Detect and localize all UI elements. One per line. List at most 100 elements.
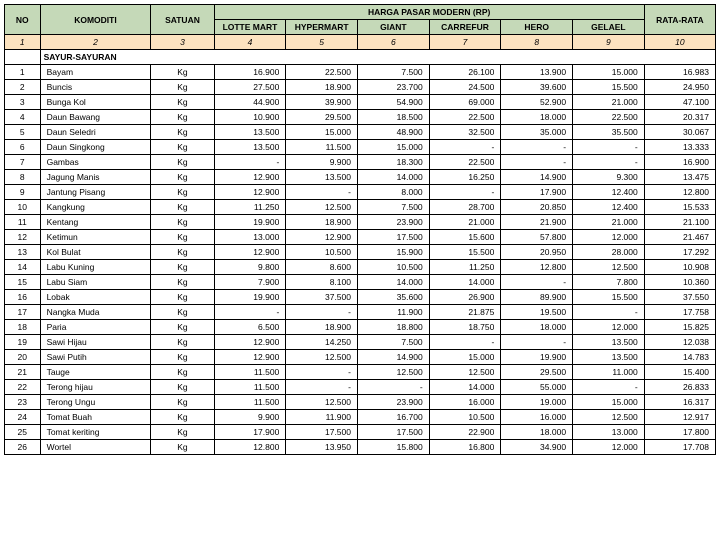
cell-satuan: Kg (151, 290, 214, 305)
cell-value: 16.250 (429, 170, 501, 185)
table-row: 21TaugeKg11.500-12.50012.50029.50011.000… (5, 365, 716, 380)
table-row: 1BayamKg16.90022.5007.50026.10013.90015.… (5, 65, 716, 80)
cell-value: - (214, 305, 286, 320)
table-row: 2BuncisKg27.50018.90023.70024.50039.6001… (5, 80, 716, 95)
cell-komoditi: Daun Singkong (40, 140, 151, 155)
cell-value: - (501, 275, 573, 290)
cell-komoditi: Labu Siam (40, 275, 151, 290)
cell-rata: 13.475 (644, 170, 715, 185)
cell-rata: 12.038 (644, 335, 715, 350)
cell-value: 6.500 (214, 320, 286, 335)
cell-value: 24.500 (429, 80, 501, 95)
cell-rata: 26.833 (644, 380, 715, 395)
cell-komoditi: Wortel (40, 440, 151, 455)
cell-no: 26 (5, 440, 41, 455)
cell-value: 48.900 (357, 125, 429, 140)
cell-value: 8.600 (286, 260, 358, 275)
cell-no: 9 (5, 185, 41, 200)
cell-value: 15.500 (573, 290, 645, 305)
numcell-7: 8 (501, 35, 573, 50)
cell-value: 22.500 (286, 65, 358, 80)
cell-komoditi: Tomat keriting (40, 425, 151, 440)
cell-satuan: Kg (151, 215, 214, 230)
cell-rata: 47.100 (644, 95, 715, 110)
cell-rata: 16.317 (644, 395, 715, 410)
cell-no: 14 (5, 260, 41, 275)
cell-value: - (501, 140, 573, 155)
col-rata: RATA-RATA (644, 5, 715, 35)
cell-value: 14.000 (357, 275, 429, 290)
cell-value: 15.900 (357, 245, 429, 260)
cell-rata: 17.800 (644, 425, 715, 440)
numcell-1: 2 (40, 35, 151, 50)
cell-value: 13.900 (501, 65, 573, 80)
cell-value: 11.250 (429, 260, 501, 275)
cell-value: 21.000 (429, 215, 501, 230)
table-row: 4Daun BawangKg10.90029.50018.50022.50018… (5, 110, 716, 125)
cell-komoditi: Labu Kuning (40, 260, 151, 275)
cell-no: 10 (5, 200, 41, 215)
cell-no: 1 (5, 65, 41, 80)
cell-value: 21.900 (501, 215, 573, 230)
cell-value: 7.800 (573, 275, 645, 290)
cell-value: 15.000 (573, 395, 645, 410)
cell-value: 19.000 (501, 395, 573, 410)
cell-no: 24 (5, 410, 41, 425)
table-row: 10KangkungKg11.25012.5007.50028.70020.85… (5, 200, 716, 215)
cell-value: 22.500 (429, 110, 501, 125)
cell-rata: 30.067 (644, 125, 715, 140)
table-row: 15Labu SiamKg7.9008.10014.00014.000-7.80… (5, 275, 716, 290)
table-row: 23Terong UnguKg11.50012.50023.90016.0001… (5, 395, 716, 410)
cell-value: 10.500 (429, 410, 501, 425)
numcell-0: 1 (5, 35, 41, 50)
cell-value: 18.900 (286, 215, 358, 230)
cell-rata: 16.983 (644, 65, 715, 80)
cell-value: - (357, 380, 429, 395)
cell-value: 12.900 (286, 230, 358, 245)
cell-value: 12.900 (214, 170, 286, 185)
price-table: NO KOMODITI SATUAN HARGA PASAR MODERN (R… (4, 4, 716, 455)
cell-value: 23.700 (357, 80, 429, 95)
cell-value: 15.600 (429, 230, 501, 245)
table-row: 22Terong hijauKg11.500--14.00055.000-26.… (5, 380, 716, 395)
table-row: 19Sawi HijauKg12.90014.2507.500--13.5001… (5, 335, 716, 350)
cell-value: 7.500 (357, 335, 429, 350)
cell-value: - (501, 155, 573, 170)
cell-value: 11.500 (214, 365, 286, 380)
cell-satuan: Kg (151, 155, 214, 170)
cell-value: 35.000 (501, 125, 573, 140)
cell-value: 10.500 (286, 245, 358, 260)
numcell-8: 9 (573, 35, 645, 50)
cell-rata: 20.317 (644, 110, 715, 125)
cell-rata: 37.550 (644, 290, 715, 305)
cell-value: - (214, 155, 286, 170)
cell-value: 12.400 (573, 185, 645, 200)
cell-no: 11 (5, 215, 41, 230)
cell-value: 13.500 (214, 125, 286, 140)
cell-no: 6 (5, 140, 41, 155)
cell-value: 18.750 (429, 320, 501, 335)
cell-value: 20.950 (501, 245, 573, 260)
cell-value: 34.900 (501, 440, 573, 455)
cell-satuan: Kg (151, 395, 214, 410)
cell-value: 35.600 (357, 290, 429, 305)
cell-value: 8.100 (286, 275, 358, 290)
cell-komoditi: Ketimun (40, 230, 151, 245)
col-market-1: HYPERMART (286, 20, 358, 35)
table-row: 6Daun SingkongKg13.50011.50015.000---13.… (5, 140, 716, 155)
cell-satuan: Kg (151, 140, 214, 155)
cell-value: - (286, 365, 358, 380)
cell-value: 15.000 (357, 140, 429, 155)
cell-rata: 15.533 (644, 200, 715, 215)
cell-value: 89.900 (501, 290, 573, 305)
cell-no: 19 (5, 335, 41, 350)
cell-no: 23 (5, 395, 41, 410)
cell-value: 18.300 (357, 155, 429, 170)
cell-value: 28.000 (573, 245, 645, 260)
cell-value: 39.900 (286, 95, 358, 110)
cell-value: 18.800 (357, 320, 429, 335)
cell-value: 15.000 (573, 65, 645, 80)
cell-komoditi: Daun Bawang (40, 110, 151, 125)
table-row: 12KetimunKg13.00012.90017.50015.60057.80… (5, 230, 716, 245)
cell-value: 14.000 (429, 275, 501, 290)
